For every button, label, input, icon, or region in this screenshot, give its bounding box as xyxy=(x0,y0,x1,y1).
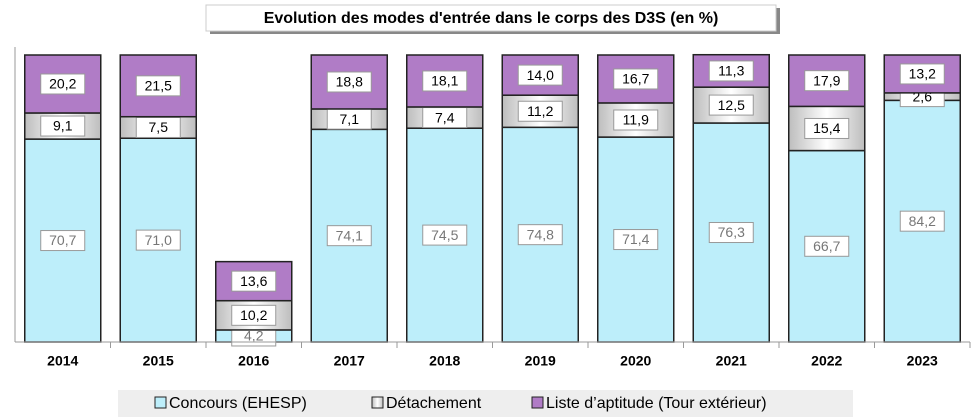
data-label: 9,1 xyxy=(53,118,73,134)
data-label-box xyxy=(326,225,372,247)
data-label-box xyxy=(708,94,754,116)
chart-title: Evolution des modes d'entrée dans le cor… xyxy=(264,10,719,27)
legend-background xyxy=(118,390,853,417)
data-label-box xyxy=(804,117,850,139)
data-label-box xyxy=(517,224,563,246)
bar-segment xyxy=(501,54,579,96)
data-label-box xyxy=(135,229,181,251)
data-label: 84,2 xyxy=(909,213,936,229)
data-label-box xyxy=(708,60,754,82)
data-label: 66,7 xyxy=(813,238,840,254)
data-label: 7,5 xyxy=(149,119,169,135)
legend-swatch xyxy=(154,396,167,409)
data-label: 11,2 xyxy=(527,103,553,119)
x-tick-label: 2020 xyxy=(620,353,651,369)
x-tick-label: 2017 xyxy=(334,353,365,369)
data-label: 15,4 xyxy=(813,120,840,136)
x-tick-label: 2019 xyxy=(525,353,556,369)
data-label-box xyxy=(231,304,277,326)
data-label: 11,9 xyxy=(623,112,649,128)
data-label: 10,2 xyxy=(240,307,267,323)
data-label-box xyxy=(899,210,945,232)
x-tick-label: 2015 xyxy=(143,353,174,369)
data-label-box xyxy=(135,116,181,138)
data-label-box xyxy=(40,73,86,95)
data-label-box xyxy=(804,70,850,92)
data-label: 4,2 xyxy=(244,328,264,344)
data-label: 74,5 xyxy=(431,227,458,243)
data-label-box xyxy=(613,68,659,90)
x-tick-label: 2014 xyxy=(47,353,78,369)
data-label: 74,1 xyxy=(336,227,363,243)
data-label: 18,8 xyxy=(336,74,363,90)
data-label-box xyxy=(804,235,850,257)
x-tick-label: 2016 xyxy=(238,353,269,369)
data-label-box xyxy=(517,64,563,86)
data-label: 21,5 xyxy=(145,78,172,94)
legend-label: Détachement xyxy=(386,395,482,412)
data-label: 14,0 xyxy=(527,67,554,83)
data-label: 71,4 xyxy=(622,231,649,247)
legend-label: Concours (EHESP) xyxy=(169,395,307,412)
bar-segment xyxy=(597,102,675,138)
legend-swatch xyxy=(371,396,384,409)
x-tick-label: 2023 xyxy=(907,353,938,369)
data-label: 12,5 xyxy=(718,97,745,113)
title-box xyxy=(205,4,777,32)
data-label-box xyxy=(613,229,659,251)
data-label-box xyxy=(135,75,181,97)
data-label: 13,6 xyxy=(240,273,267,289)
x-tick-label: 2018 xyxy=(429,353,460,369)
data-label: 7,4 xyxy=(435,109,455,125)
legend-swatch xyxy=(531,396,544,409)
data-label-box xyxy=(231,270,277,292)
data-label: 11,3 xyxy=(718,63,744,79)
x-tick-label: 2022 xyxy=(811,353,842,369)
data-label-box xyxy=(517,100,563,122)
data-label: 18,1 xyxy=(431,73,458,89)
legend-label: Liste d’aptitude (Tour extérieur) xyxy=(546,395,767,412)
data-label-box xyxy=(422,70,468,92)
data-label: 74,8 xyxy=(527,226,554,242)
bar-segment xyxy=(692,86,770,124)
x-tick-label: 2021 xyxy=(716,353,747,369)
data-label: 76,3 xyxy=(718,224,745,240)
data-label: 20,2 xyxy=(49,76,76,92)
data-label-box xyxy=(422,224,468,246)
data-label-box xyxy=(326,71,372,93)
data-label: 17,9 xyxy=(813,72,840,88)
data-label-box xyxy=(613,109,659,131)
data-label-box xyxy=(708,222,754,244)
data-label-box xyxy=(899,63,945,85)
data-label: 70,7 xyxy=(49,232,76,248)
data-label: 16,7 xyxy=(622,71,649,87)
data-label: 13,2 xyxy=(909,66,936,82)
data-label-box xyxy=(40,230,86,252)
data-label-box xyxy=(40,115,86,137)
data-label: 7,1 xyxy=(340,111,360,127)
data-label: 71,0 xyxy=(145,232,172,248)
